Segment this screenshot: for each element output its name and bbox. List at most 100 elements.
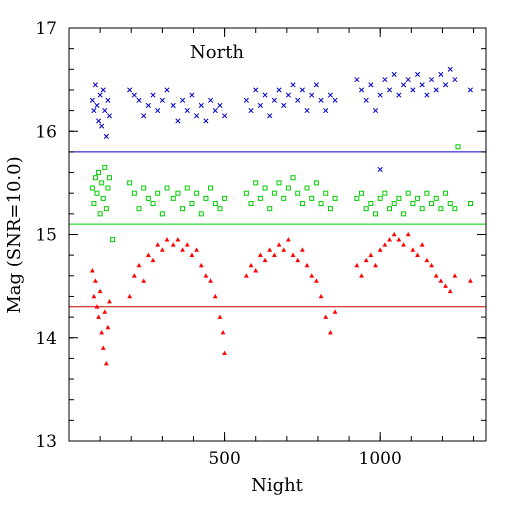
data-point-square [127,180,133,186]
data-point-square [100,195,106,201]
data-point-x [391,71,397,78]
data-point-square [91,201,97,207]
data-point-x [304,108,310,114]
data-point-square [276,180,282,186]
data-point-square [382,190,388,196]
data-point-triangle [180,247,185,252]
data-point-square [217,206,223,212]
data-point-x [354,77,360,83]
data-point-square [257,195,263,201]
data-point-x [295,97,301,103]
data-point-x [313,82,319,88]
data-point-triangle [243,273,249,278]
data-point-triangle [391,231,397,237]
y-tick-label: 13 [35,432,57,452]
data-point-square [429,201,435,207]
data-point-x [91,108,97,114]
data-point-triangle [198,262,204,268]
data-point-square [106,175,112,181]
data-point-x [419,82,425,88]
data-point-triangle [107,299,112,304]
data-point-square [415,195,421,201]
data-point-square [368,201,374,207]
data-point-triangle [217,314,223,319]
data-point-triangle [91,293,97,299]
data-point-square [212,201,218,207]
data-point-square [447,201,453,207]
data-point-x [309,92,315,98]
data-point-x [208,97,214,103]
data-point-x [276,87,282,93]
data-point-square [159,211,165,217]
data-point-square [203,195,209,201]
data-point-triangle [94,304,100,309]
data-point-x [467,87,473,93]
x-tick-label: 1000 [359,449,402,469]
data-point-square [243,190,249,196]
data-point-triangle [141,278,147,283]
data-point-triangle [387,237,392,242]
data-point-triangle [159,247,165,252]
data-point-triangle [100,345,106,350]
data-point-square [281,195,287,201]
data-point-x [442,82,449,88]
data-point-x [447,66,453,72]
data-point-x [94,102,100,108]
data-point-x [433,87,439,93]
data-point-triangle [429,262,434,268]
data-point-triangle [363,257,369,263]
data-point-square [92,175,98,181]
data-point-square [170,195,176,201]
data-point-triangle [96,314,101,319]
axis-ticks [69,27,486,442]
data-point-triangle [220,329,226,335]
data-point-square [271,190,277,196]
data-point-triangle [382,242,388,247]
data-point-square [455,144,461,150]
data-point-x [332,97,338,103]
data-point-x [99,123,105,129]
data-point-square [89,185,95,191]
data-point-x [131,92,137,98]
data-point-x [97,92,103,98]
data-point-x [217,102,223,108]
data-point-triangle [313,278,319,283]
data-point-triangle [131,273,137,278]
data-point-square [290,175,296,181]
data-point-x [363,97,369,103]
data-point-x [299,87,305,93]
data-point-x [164,87,170,93]
y-tick-label: 14 [35,329,57,349]
data-point-x [372,108,379,114]
data-point-square [105,185,111,191]
data-point-triangle [175,237,181,242]
data-point-x [257,102,263,108]
data-point-x [438,71,444,78]
data-point-x [203,118,209,124]
data-point-triangle [222,350,227,356]
data-point-square [94,190,100,196]
data-point-x [271,97,277,103]
data-point-triangle [281,247,287,252]
data-point-x [368,82,374,88]
data-point-square [141,185,147,191]
data-point-x [386,87,393,93]
data-point-x [127,87,133,93]
data-point-x [377,166,383,173]
data-point-triangle [93,278,98,283]
data-point-triangle [443,283,448,288]
data-point-x [212,108,218,114]
data-point-x [198,102,204,108]
data-point-x [424,92,430,98]
data-point-square [222,195,228,201]
data-point-x [323,108,329,114]
data-point-x [96,118,102,124]
data-point-x [159,97,165,103]
data-point-square [396,195,402,201]
data-point-x [410,87,416,93]
data-point-triangle [145,252,151,257]
data-point-x [253,87,259,93]
data-point-x [100,87,106,93]
